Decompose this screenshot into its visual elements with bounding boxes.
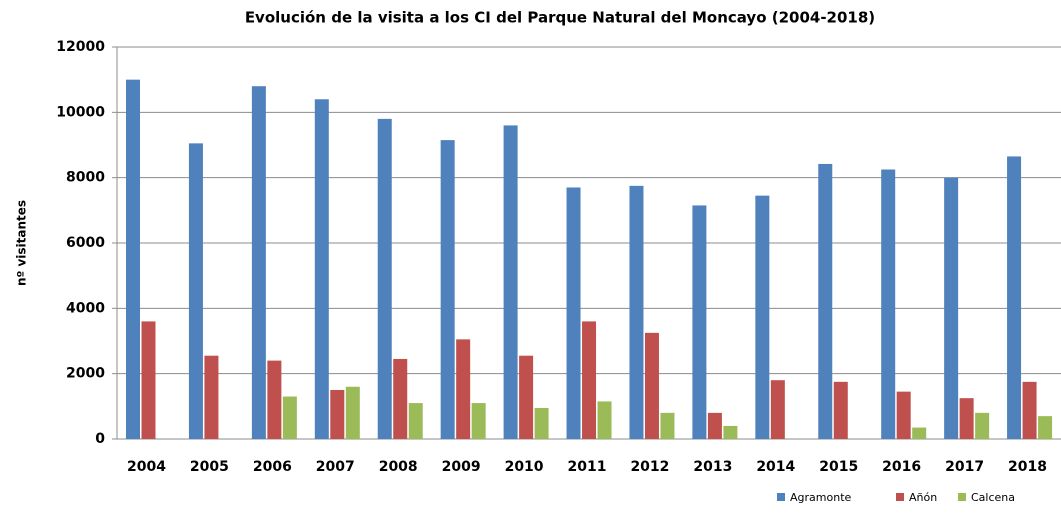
bar (519, 355, 534, 439)
bar (1038, 416, 1053, 439)
y-tick-label: 12000 (56, 39, 105, 55)
bar (881, 169, 896, 439)
bar (692, 205, 707, 439)
legend-swatch (777, 493, 785, 501)
bar (707, 412, 722, 439)
bar (644, 332, 659, 439)
legend-swatch (958, 493, 966, 501)
bar (377, 118, 392, 439)
bar (471, 403, 486, 439)
bar (314, 99, 329, 440)
bar (456, 339, 471, 439)
y-axis-label: nº visitantes (15, 200, 29, 286)
bar (267, 360, 282, 439)
bar (1007, 156, 1022, 439)
bar (723, 425, 738, 439)
x-tick-label: 2004 (127, 459, 166, 475)
bar (833, 381, 848, 439)
x-tick-label: 2011 (568, 459, 607, 475)
x-tick-label: 2012 (630, 459, 669, 475)
y-tick-label: 2000 (66, 366, 105, 382)
x-tick-label: 2017 (945, 459, 984, 475)
bar (770, 380, 785, 439)
bar (330, 390, 345, 439)
legend-label: Calcena (971, 491, 1015, 504)
bar (251, 86, 266, 439)
legend-label: Agramonte (790, 491, 852, 504)
bar (896, 391, 911, 439)
x-tick-label: 2018 (1008, 459, 1047, 475)
bar (944, 177, 959, 439)
bar (959, 398, 974, 439)
x-tick-label: 2010 (505, 459, 544, 475)
bar (204, 355, 219, 439)
bar (440, 140, 455, 439)
x-tick-label: 2006 (253, 459, 292, 475)
bar (345, 386, 360, 439)
y-tick-label: 10000 (56, 104, 105, 120)
bar (503, 125, 518, 440)
legend-swatch (896, 493, 904, 501)
x-tick-label: 2015 (819, 459, 858, 475)
bar (755, 195, 770, 439)
bar (629, 185, 644, 439)
bar (282, 396, 297, 439)
y-tick-label: 8000 (66, 170, 105, 186)
bar (597, 401, 612, 439)
x-tick-label: 2007 (316, 459, 355, 475)
bar (393, 358, 408, 439)
bar (126, 79, 140, 440)
legend-label: Añón (909, 491, 937, 504)
bar (912, 427, 927, 439)
y-tick-label: 4000 (66, 300, 105, 316)
chart-title: Evolución de la visita a los CI del Parq… (245, 9, 875, 27)
y-tick-label: 0 (95, 431, 105, 447)
x-tick-label: 2014 (756, 459, 795, 475)
bar (660, 412, 675, 439)
bar (1022, 381, 1037, 439)
x-tick-label: 2008 (379, 459, 418, 475)
bar (818, 163, 833, 440)
bar (408, 403, 423, 439)
bar (566, 187, 581, 439)
bar (188, 143, 203, 439)
x-tick-label: 2005 (190, 459, 229, 475)
bar (141, 321, 156, 439)
x-tick-label: 2016 (882, 459, 921, 475)
x-tick-label: 2009 (442, 459, 481, 475)
x-tick-label: 2013 (693, 459, 732, 475)
bar (975, 412, 990, 439)
y-tick-label: 6000 (66, 235, 105, 251)
bar (582, 321, 597, 439)
bar (534, 407, 549, 439)
